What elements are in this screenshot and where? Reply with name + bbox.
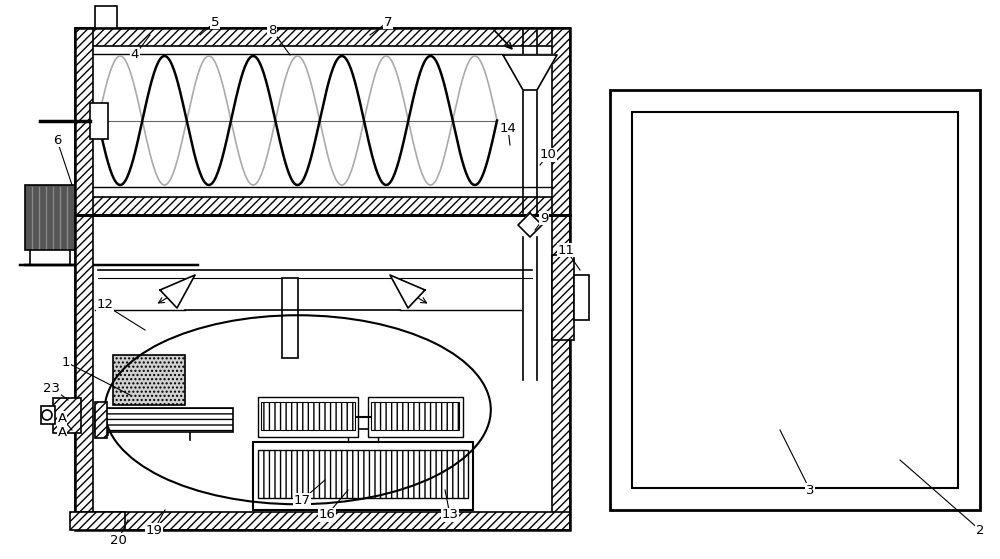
Text: 13: 13 bbox=[442, 509, 458, 522]
Text: 2: 2 bbox=[976, 523, 984, 537]
Polygon shape bbox=[503, 55, 557, 90]
Text: 12: 12 bbox=[96, 299, 114, 311]
Bar bbox=[75, 215, 93, 530]
Text: 9: 9 bbox=[540, 211, 548, 225]
Text: 17: 17 bbox=[294, 494, 310, 506]
Bar bbox=[552, 255, 574, 340]
Text: 7: 7 bbox=[384, 16, 392, 29]
Bar bbox=[70, 512, 125, 530]
Text: 4: 4 bbox=[131, 49, 139, 61]
Polygon shape bbox=[160, 275, 195, 308]
Bar bbox=[90, 102, 108, 139]
Text: 20: 20 bbox=[110, 533, 126, 547]
Text: 11: 11 bbox=[558, 244, 574, 257]
Bar bbox=[95, 408, 233, 432]
Text: 16: 16 bbox=[319, 509, 335, 522]
Text: 6: 6 bbox=[53, 134, 61, 146]
Bar bbox=[368, 397, 463, 437]
Text: 19: 19 bbox=[146, 523, 162, 537]
Bar bbox=[95, 402, 107, 438]
Bar bbox=[113, 355, 185, 405]
Bar bbox=[75, 28, 570, 46]
Text: 23: 23 bbox=[44, 381, 60, 395]
Bar bbox=[258, 397, 358, 437]
Polygon shape bbox=[390, 275, 425, 308]
Bar bbox=[282, 278, 298, 358]
Text: 5: 5 bbox=[211, 16, 219, 29]
Bar bbox=[25, 185, 75, 250]
Bar bbox=[75, 215, 570, 530]
Bar bbox=[95, 6, 117, 28]
Bar bbox=[574, 275, 589, 320]
Bar bbox=[75, 512, 570, 530]
Bar bbox=[53, 398, 81, 433]
Text: 1: 1 bbox=[62, 356, 70, 368]
Bar bbox=[41, 406, 55, 424]
Text: 14: 14 bbox=[500, 121, 516, 135]
Bar bbox=[632, 112, 958, 488]
Text: 8: 8 bbox=[268, 23, 276, 36]
Polygon shape bbox=[518, 213, 542, 237]
Bar bbox=[610, 90, 980, 510]
Bar bbox=[253, 442, 473, 510]
Bar bbox=[261, 402, 355, 430]
Text: 3: 3 bbox=[806, 484, 814, 496]
Bar bbox=[75, 28, 570, 215]
Text: 10: 10 bbox=[540, 149, 556, 162]
Bar bbox=[258, 450, 468, 498]
Bar bbox=[75, 28, 93, 215]
Text: A: A bbox=[57, 425, 67, 438]
Bar bbox=[371, 402, 459, 430]
Bar bbox=[75, 197, 570, 215]
Bar bbox=[341, 417, 385, 429]
Bar bbox=[552, 215, 570, 530]
Text: A: A bbox=[57, 411, 67, 424]
Bar bbox=[552, 28, 570, 215]
